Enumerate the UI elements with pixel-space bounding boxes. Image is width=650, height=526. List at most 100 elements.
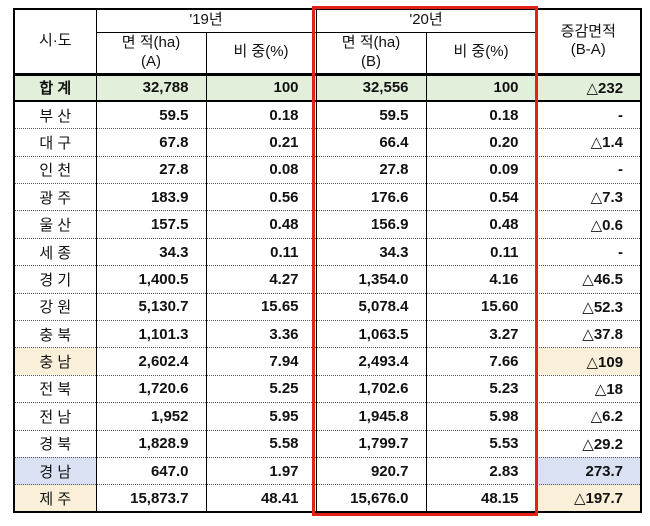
share-2020-cell: 0.18 bbox=[425, 100, 537, 129]
province-name-cell: 세 종 bbox=[13, 237, 97, 266]
province-name-cell: 제 주 bbox=[13, 484, 97, 513]
province-name-cell: 부 산 bbox=[13, 100, 97, 129]
province-name-cell: 대 구 bbox=[13, 128, 97, 157]
area-2019-cell: 1,400.5 bbox=[95, 265, 207, 294]
area-2019-cell: 27.8 bbox=[95, 155, 207, 184]
province-row: 울 산 157.5 0.48 156.9 0.48 △0.6 bbox=[13, 210, 642, 239]
header-year-2019: '19년 bbox=[95, 9, 317, 33]
area-2020-cell: 1,799.7 bbox=[315, 429, 427, 458]
area-2019-cell: 5,130.7 bbox=[95, 292, 207, 321]
share-2020-cell: 15.60 bbox=[425, 292, 537, 321]
diff-area-cell: △52.3 bbox=[535, 292, 642, 321]
share-2020-cell: 2.83 bbox=[425, 456, 537, 485]
share-2019-cell: 5.95 bbox=[205, 402, 317, 431]
diff-area-cell: △197.7 bbox=[535, 484, 642, 513]
province-name-cell: 합 계 bbox=[13, 72, 97, 102]
share-2019-cell: 5.25 bbox=[205, 374, 317, 403]
header-year-row: 시·도 '19년 '20년 증감면적 (B-A) bbox=[13, 9, 642, 75]
area-2019-cell: 1,720.6 bbox=[95, 374, 207, 403]
diff-area-cell: △46.5 bbox=[535, 265, 642, 294]
area-2020-cell: 1,945.8 bbox=[315, 402, 427, 431]
area-2020-cell: 32,556 bbox=[315, 72, 427, 102]
diff-area-cell: △0.6 bbox=[535, 210, 642, 239]
header-area-b: 면 적(ha) (B) bbox=[315, 32, 427, 75]
province-row: 부 산 59.5 0.18 59.5 0.18- bbox=[13, 100, 642, 129]
area-2019-cell: 15,873.7 bbox=[95, 484, 207, 513]
header-area-a: 면 적(ha) (A) bbox=[95, 32, 207, 75]
area-2020-cell: 1,702.6 bbox=[315, 374, 427, 403]
share-2019-cell: 0.21 bbox=[205, 128, 317, 157]
diff-area-cell: △37.8 bbox=[535, 320, 642, 348]
province-row: 전 북 1,720.6 5.25 1,702.6 5.23 △18 bbox=[13, 374, 642, 403]
share-2019-cell: 7.94 bbox=[205, 347, 317, 376]
header-year-2020: '20년 bbox=[315, 9, 537, 33]
share-2019-cell: 0.56 bbox=[205, 183, 317, 211]
share-2020-cell: 3.27 bbox=[425, 320, 537, 348]
area-2020-cell: 1,354.0 bbox=[315, 265, 427, 294]
diff-area-cell: △1.4 bbox=[535, 128, 642, 157]
area-2020-cell: 920.7 bbox=[315, 456, 427, 485]
province-row: 대 구 67.8 0.21 66.4 0.20 △1.4 bbox=[13, 128, 642, 157]
province-name-cell: 충 남 bbox=[13, 347, 97, 376]
province-row: 전 남 1,952 5.95 1,945.8 5.98 △6.2 bbox=[13, 402, 642, 431]
share-2019-cell: 4.27 bbox=[205, 265, 317, 294]
table-header: 시·도 '19년 '20년 증감면적 (B-A) 면 적(ha) (A) 비 중… bbox=[13, 9, 642, 75]
diff-area-cell: △109 bbox=[535, 347, 642, 376]
province-row: 경 기 1,400.5 4.27 1,354.0 4.16 △46.5 bbox=[13, 265, 642, 294]
share-2020-cell: 0.09 bbox=[425, 155, 537, 184]
province-name-cell: 전 북 bbox=[13, 374, 97, 403]
share-2019-cell: 5.58 bbox=[205, 429, 317, 458]
area-2019-cell: 32,788 bbox=[95, 72, 207, 102]
share-2019-cell: 0.11 bbox=[205, 237, 317, 266]
province-row: 제 주 15,873.7 48.41 15,676.0 48.15 △197.7 bbox=[13, 484, 642, 513]
diff-area-cell: △232 bbox=[535, 72, 642, 102]
area-2020-cell: 59.5 bbox=[315, 100, 427, 129]
diff-area-cell: - bbox=[535, 100, 642, 129]
province-name-cell: 인 천 bbox=[13, 155, 97, 184]
header-diff-area: 증감면적 (B-A) bbox=[535, 9, 642, 75]
area-2020-cell: 15,676.0 bbox=[315, 484, 427, 513]
share-2019-cell: 3.36 bbox=[205, 320, 317, 348]
area-2019-cell: 1,952 bbox=[95, 402, 207, 431]
header-measure-row: 면 적(ha) (A) 비 중(%) 면 적(ha) (B) 비 중(%) bbox=[14, 32, 641, 75]
diff-area-cell: △6.2 bbox=[535, 402, 642, 431]
share-2020-cell: 4.16 bbox=[425, 265, 537, 294]
area-2019-cell: 647.0 bbox=[95, 456, 207, 485]
area-2020-cell: 34.3 bbox=[315, 237, 427, 266]
header-share-2020: 비 중(%) bbox=[425, 32, 537, 75]
province-row: 인 천 27.8 0.08 27.8 0.09- bbox=[13, 155, 642, 184]
diff-area-cell: △18 bbox=[535, 374, 642, 403]
diff-area-cell: △7.3 bbox=[535, 183, 642, 211]
area-2020-cell: 27.8 bbox=[315, 155, 427, 184]
province-row: 충 북 1,101.3 3.36 1,063.5 3.27 △37.8 bbox=[13, 320, 642, 348]
area-2019-cell: 2,602.4 bbox=[95, 347, 207, 376]
share-2020-cell: 5.23 bbox=[425, 374, 537, 403]
table-body: 합 계 32,788 100 32,556 100 △232 부 산 59.5 0.18 59.5… bbox=[13, 72, 642, 513]
area-2020-cell: 66.4 bbox=[315, 128, 427, 157]
share-2020-cell: 5.98 bbox=[425, 402, 537, 431]
diff-area-cell: △29.2 bbox=[535, 429, 642, 458]
area-2019-cell: 1,828.9 bbox=[95, 429, 207, 458]
province-row: 경 북 1,828.9 5.58 1,799.7 5.53 △29.2 bbox=[13, 429, 642, 458]
share-2019-cell: 100 bbox=[205, 72, 317, 102]
header-sido: 시·도 bbox=[13, 9, 97, 75]
province-name-cell: 경 남 bbox=[13, 456, 97, 485]
province-row: 경 남 647.0 1.97 920.7 2.83 273.7 bbox=[13, 456, 642, 485]
province-row: 세 종 34.3 0.11 34.3 0.11- bbox=[13, 237, 642, 266]
share-2019-cell: 0.18 bbox=[205, 100, 317, 129]
province-row: 충 남 2,602.4 7.94 2,493.4 7.66 △109 bbox=[13, 347, 642, 376]
share-2020-cell: 7.66 bbox=[425, 347, 537, 376]
total-row: 합 계 32,788 100 32,556 100 △232 bbox=[13, 72, 642, 102]
province-name-cell: 경 기 bbox=[13, 265, 97, 294]
share-2019-cell: 15.65 bbox=[205, 292, 317, 321]
area-2019-cell: 1,101.3 bbox=[95, 320, 207, 348]
share-2020-cell: 100 bbox=[425, 72, 537, 102]
area-2020-cell: 176.6 bbox=[315, 183, 427, 211]
diff-area-cell: - bbox=[535, 237, 642, 266]
share-2020-cell: 5.53 bbox=[425, 429, 537, 458]
province-row: 강 원 5,130.7 15.65 5,078.4 15.60 △52.3 bbox=[13, 292, 642, 321]
province-name-cell: 전 남 bbox=[13, 402, 97, 431]
share-2019-cell: 0.08 bbox=[205, 155, 317, 184]
province-name-cell: 울 산 bbox=[13, 210, 97, 239]
